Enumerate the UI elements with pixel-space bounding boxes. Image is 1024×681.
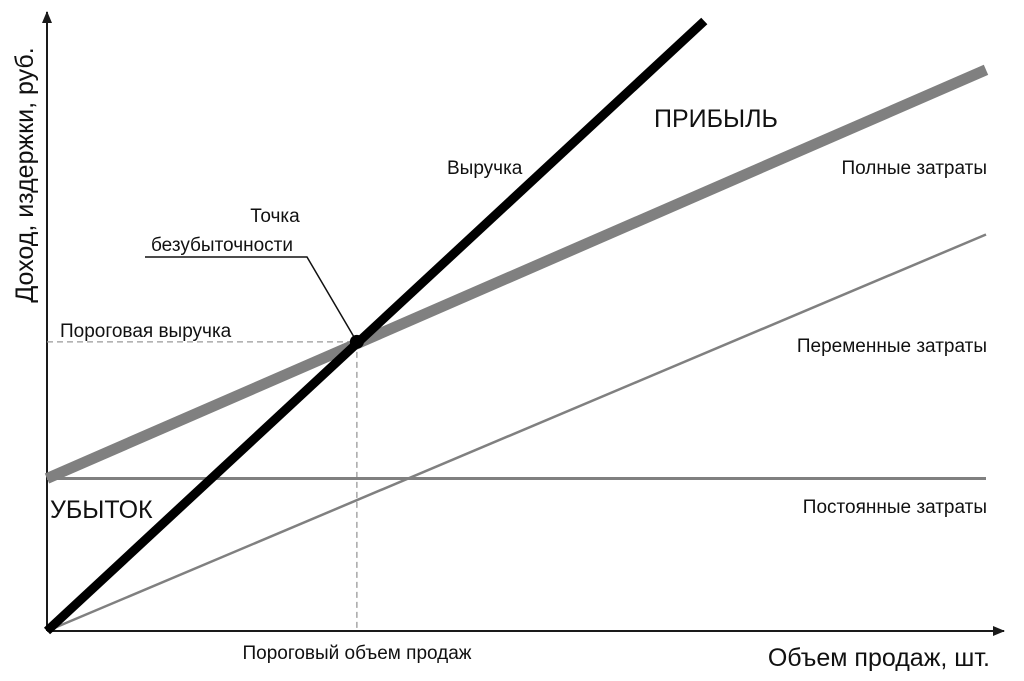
total-costs-series-label: Полные затраты xyxy=(841,158,987,179)
fixed-costs-series-label: Постоянные затраты xyxy=(803,497,987,518)
threshold-revenue-label: Пороговая выручка xyxy=(60,321,232,342)
threshold-volume-label: Пороговый объем продаж xyxy=(242,643,471,664)
y-axis-label: Доход, издержки, руб. xyxy=(11,47,39,302)
total-costs-line xyxy=(44,64,989,484)
break-even-label-line1: Точка xyxy=(250,206,300,227)
x-axis-label: Объем продаж, шт. xyxy=(768,644,990,672)
revenue-series-label: Выручка xyxy=(447,158,523,179)
profit-label: ПРИБЫЛЬ xyxy=(654,105,778,133)
break-even-callout-leader xyxy=(145,256,358,343)
loss-label: УБЫТОК xyxy=(50,496,153,524)
revenue-line xyxy=(43,17,708,635)
variable-costs-series-label: Переменные затраты xyxy=(797,336,987,357)
variable-costs-line xyxy=(46,233,987,633)
break-even-label-line2: безубыточности xyxy=(151,235,293,256)
break-even-point xyxy=(349,334,364,349)
